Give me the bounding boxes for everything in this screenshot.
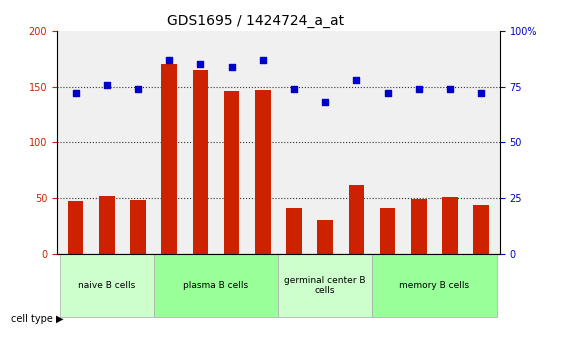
Bar <box>380 208 395 254</box>
Point <box>445 86 454 92</box>
Point <box>258 57 268 63</box>
Point <box>102 82 111 87</box>
Bar <box>130 200 146 254</box>
Text: GDS1695 / 1424724_a_at: GDS1695 / 1424724_a_at <box>167 14 344 28</box>
Point <box>352 77 361 83</box>
FancyBboxPatch shape <box>372 254 497 317</box>
Text: cell type ▶: cell type ▶ <box>11 314 64 324</box>
Point <box>383 91 392 96</box>
Bar <box>68 201 83 254</box>
Bar <box>411 199 427 254</box>
Bar <box>318 220 333 254</box>
Bar <box>255 90 270 254</box>
Point <box>320 100 329 105</box>
FancyBboxPatch shape <box>153 254 278 317</box>
Text: memory B cells: memory B cells <box>399 281 469 290</box>
Bar <box>442 197 458 254</box>
Bar <box>473 205 489 254</box>
Bar <box>286 208 302 254</box>
Bar <box>99 196 115 254</box>
Bar <box>224 91 239 254</box>
Text: germinal center B
cells: germinal center B cells <box>285 276 366 295</box>
Point <box>133 86 143 92</box>
FancyBboxPatch shape <box>60 254 153 317</box>
Text: plasma B cells: plasma B cells <box>183 281 248 290</box>
Point <box>71 91 80 96</box>
Point <box>196 62 205 67</box>
Point <box>227 64 236 69</box>
Point <box>414 86 423 92</box>
Point <box>477 91 486 96</box>
Bar <box>161 65 177 254</box>
Point <box>165 57 174 63</box>
Point <box>289 86 298 92</box>
Bar <box>349 185 364 254</box>
Bar <box>193 70 208 254</box>
FancyBboxPatch shape <box>278 254 372 317</box>
Text: naive B cells: naive B cells <box>78 281 135 290</box>
